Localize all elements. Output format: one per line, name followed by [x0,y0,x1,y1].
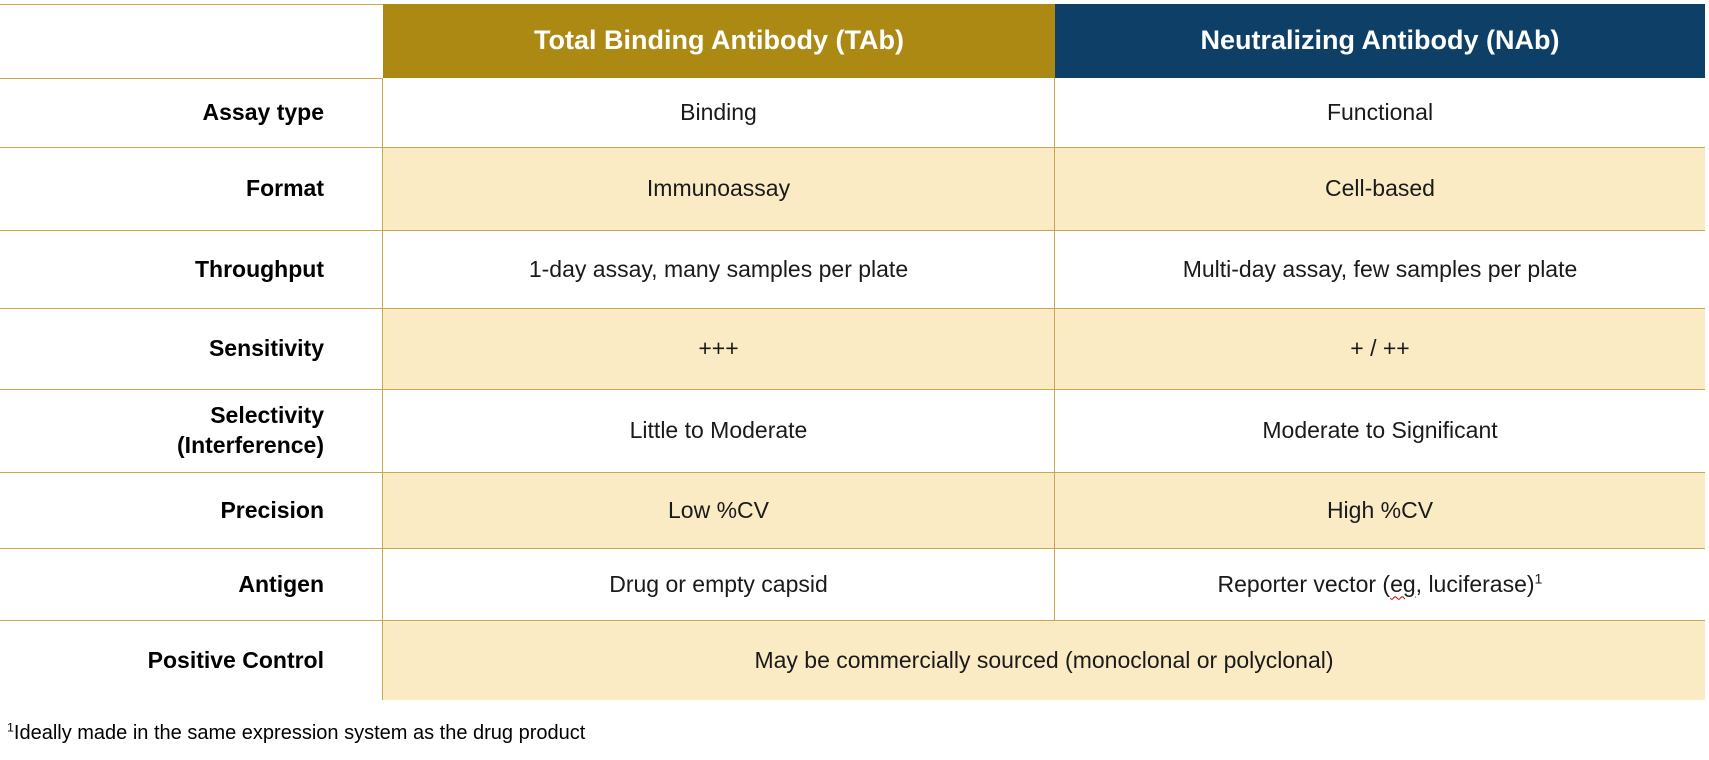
footnote-reference-superscript: 1 [1534,570,1543,587]
cell-nab-format: Cell-based [1055,147,1705,230]
row-label-sensitivity: Sensitivity [0,308,383,389]
nab-column-header: Neutralizing Antibody (NAb) [1055,4,1705,78]
footnote: 1Ideally made in the same expression sys… [7,720,585,746]
cell-nab-selectivity: Moderate to Significant [1055,389,1705,472]
row-label-precision: Precision [0,472,383,548]
cell-tab-sensitivity: +++ [383,308,1055,389]
comparison-table-grid: Total Binding Antibody (TAb) Neutralizin… [0,4,1705,700]
cell-nab-assay-type: Functional [1326,98,1434,125]
cell-tab-assay-type: Binding [383,78,1055,147]
cell-nab-precision: High %CV [1055,472,1705,548]
comparison-table: Total Binding Antibody (TAb) Neutralizin… [0,4,1705,700]
footnote-superscript: 1 [7,720,14,735]
cell-nab-sensitivity: + / ++ [1055,308,1705,389]
corner-cell [0,4,383,78]
cell-nab-antigen: Reporter vector (eg, luciferase)1 [1055,548,1705,620]
cell-tab-selectivity: Little to Moderate [383,389,1055,472]
cell-nab-throughput: Multi-day assay, few samples per plate [1055,230,1705,308]
footnote-text: Ideally made in the same expression syst… [13,722,586,744]
row-label-throughput: Throughput [0,230,383,308]
row-label-assay-type: Assay type [0,78,383,147]
cell-tab-throughput: 1-day assay, many samples per plate [383,230,1055,308]
antigen-nab-text: Reporter vector ( [1217,570,1391,597]
row-label-selectivity: Selectivity (Interference) [0,389,383,472]
cell-merged-positive-control: May be commercially sourced (monoclonal … [383,620,1705,700]
cell-tab-format: Immunoassay [383,147,1055,230]
row-label-format: Format [0,147,383,230]
antigen-nab-text-suffix: , luciferase) [1415,570,1535,597]
row-label-antigen: Antigen [0,548,383,620]
cell-tab-antigen: Drug or empty capsid [383,548,1055,620]
cell-tab-precision: Low %CV [383,472,1055,548]
tab-column-header: Total Binding Antibody (TAb) [383,4,1055,78]
antigen-nab-misspelled-word: eg [1390,570,1416,597]
row-label-positive-control: Positive Control [0,620,383,700]
